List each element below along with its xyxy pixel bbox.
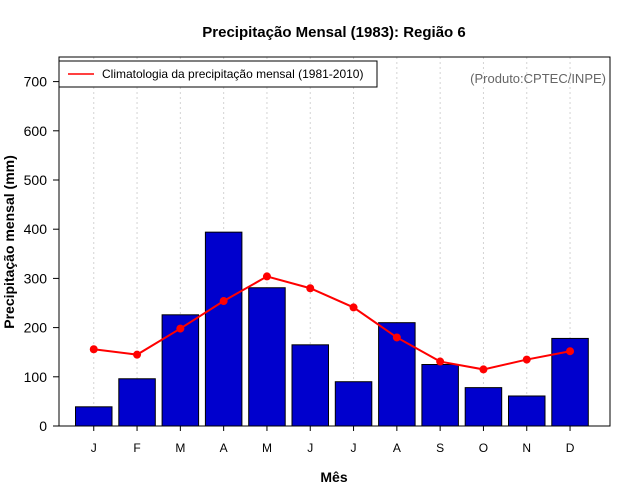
climatology-point (479, 365, 488, 374)
y-axis: 0 100 200 300 400 500 600 700 (24, 74, 59, 434)
bar (118, 378, 156, 427)
grid-layer (93, 57, 571, 426)
y-tick-label: 500 (24, 172, 48, 188)
climatology-point (176, 324, 185, 333)
x-tick-label: D (566, 441, 575, 455)
x-axis-label: Mês (320, 469, 347, 485)
y-tick-label: 300 (24, 270, 48, 286)
y-tick-label: 400 (24, 221, 48, 237)
legend: Climatologia da precipitação mensal (198… (58, 60, 378, 88)
x-tick-label: N (522, 441, 531, 455)
x-tick-label: A (393, 441, 401, 455)
x-tick-label: F (133, 441, 140, 455)
bar (161, 314, 200, 427)
x-tick-label: J (307, 441, 313, 455)
y-tick-label: 0 (39, 418, 47, 434)
bar (508, 395, 546, 427)
x-tick-label: O (479, 441, 488, 455)
bar (421, 364, 459, 427)
climatology-point (262, 272, 271, 281)
y-tick-label: 700 (24, 74, 48, 90)
bar (75, 406, 113, 427)
climatology-point (522, 355, 531, 364)
x-tick-label: M (175, 441, 185, 455)
bar (334, 381, 373, 427)
x-tick-label: S (436, 441, 444, 455)
bar (291, 344, 329, 427)
climatology-point (349, 303, 358, 312)
climatology-point (306, 284, 315, 293)
y-tick-label: 200 (24, 320, 48, 336)
climatology-point (566, 347, 575, 356)
x-tick-label: J (91, 441, 97, 455)
climatology-point (436, 357, 445, 366)
plot-frame (58, 56, 611, 427)
source-annotation: (Produto:CPTEC/INPE) (470, 71, 606, 86)
climatology-point (89, 345, 98, 354)
climatology-point (219, 297, 228, 306)
x-tick-label: J (351, 441, 357, 455)
x-tick-label: M (262, 441, 272, 455)
y-tick-label: 600 (24, 123, 48, 139)
y-tick-label: 100 (24, 369, 48, 385)
legend-entry-label: Climatologia da precipitação mensal (198… (102, 67, 363, 81)
line-layer (89, 272, 575, 374)
climatology-point (133, 350, 142, 359)
bar (204, 231, 243, 427)
bar (248, 287, 286, 427)
legend-box (58, 60, 378, 88)
climatology-line (93, 275, 571, 371)
climatology-point (392, 333, 401, 342)
x-tick-label: A (220, 441, 228, 455)
y-axis-label: Precipitação mensal (mm) (1, 155, 17, 329)
bar (464, 387, 503, 427)
chart-title: Precipitação Mensal (1983): Região 6 (202, 24, 465, 41)
